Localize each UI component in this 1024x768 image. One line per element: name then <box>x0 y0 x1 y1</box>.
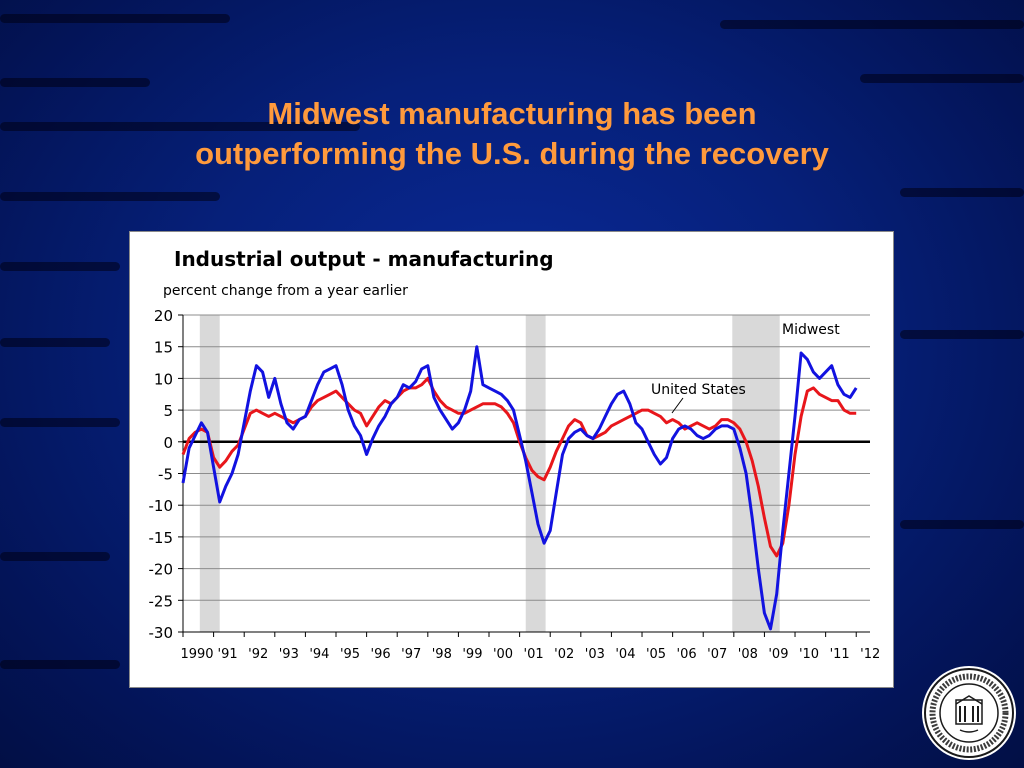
y-tick-label: 0 <box>163 434 173 452</box>
x-tick-label: '03 <box>585 647 605 662</box>
x-tick-label: '10 <box>799 647 819 662</box>
x-tick-label: '01 <box>524 647 544 662</box>
background-stripe <box>0 418 120 427</box>
chart-subtitle: percent change from a year earlier <box>163 283 408 299</box>
x-tick-label: '99 <box>462 647 482 662</box>
x-tick-label: '97 <box>401 647 421 662</box>
background-stripe <box>0 338 110 347</box>
chart-panel: 20 15 10 5 0 -5 -10 -15 -20 -25 -30 1990 '91 '92 '93 '9… <box>129 231 894 688</box>
y-tick-label: 20 <box>154 307 173 325</box>
x-tick-label: '95 <box>340 647 360 662</box>
chart-title: Industrial output - manufacturing <box>174 247 554 271</box>
y-tick-label: -5 <box>158 466 173 484</box>
x-tick-label: '04 <box>615 647 635 662</box>
background-stripe <box>0 660 120 669</box>
x-tick-label: '02 <box>554 647 574 662</box>
x-tick-label: '06 <box>677 647 697 662</box>
federal-reserve-seal-icon <box>922 666 1016 760</box>
y-tick-label: -25 <box>149 592 174 610</box>
united-states-label: United States <box>651 382 746 398</box>
y-tick-label: -10 <box>149 497 174 515</box>
background-stripe <box>900 520 1024 529</box>
line-chart: 20 15 10 5 0 -5 -10 -15 -20 -25 -30 1990 '91 '92 '93 '9… <box>149 247 881 662</box>
x-tick-label: '91 <box>218 647 238 662</box>
x-tick-label: '08 <box>738 647 758 662</box>
background-stripe <box>0 78 150 87</box>
x-tick-label: '00 <box>493 647 513 662</box>
x-tick-label: '09 <box>768 647 788 662</box>
x-tick-label: '96 <box>371 647 391 662</box>
midwest-label: Midwest <box>782 322 840 338</box>
y-tick-label: -15 <box>149 529 174 547</box>
united-states-label-leader <box>671 397 684 414</box>
x-tick-label: 1990 <box>180 647 213 662</box>
background-stripe <box>0 14 230 23</box>
y-tick-label: -30 <box>149 624 174 642</box>
x-tick-label: '05 <box>646 647 666 662</box>
background-stripe <box>900 330 1024 339</box>
background-stripe <box>860 74 1024 83</box>
x-tick-label: '11 <box>830 647 850 662</box>
y-tick-label: -20 <box>149 561 174 579</box>
x-tick-label: '98 <box>432 647 452 662</box>
midwest-series-line <box>181 345 858 631</box>
slide-title-line-2: outperforming the U.S. during the recove… <box>195 136 829 171</box>
background-stripe <box>0 192 220 201</box>
x-tick-label: '92 <box>248 647 268 662</box>
y-tick-label: 10 <box>154 370 173 388</box>
x-tick-label: '93 <box>279 647 299 662</box>
background-stripe <box>900 188 1024 197</box>
slide-title: Midwest manufacturing has been outperfor… <box>0 94 1024 174</box>
slide-title-line-1: Midwest manufacturing has been <box>267 96 757 131</box>
y-tick-label: 15 <box>154 339 173 357</box>
background-stripe <box>0 552 110 561</box>
background-stripe <box>720 20 1024 29</box>
background-stripe <box>0 262 120 271</box>
background-stripe <box>0 122 360 131</box>
x-tick-label: '12 <box>860 647 880 662</box>
x-tick-label: '94 <box>309 647 329 662</box>
y-tick-label: 5 <box>163 402 173 420</box>
x-tick-label: '07 <box>707 647 727 662</box>
